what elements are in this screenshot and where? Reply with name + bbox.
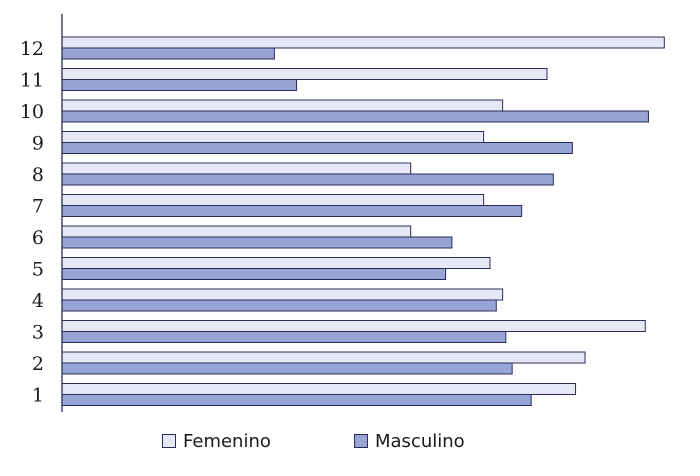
bar-masculino-5	[61, 268, 447, 280]
y-tick-label-2: 2	[32, 353, 44, 375]
bar-masculino-12	[61, 47, 275, 60]
bar-femenino-11	[61, 68, 548, 80]
bar-masculino-3	[61, 331, 507, 343]
y-tick-label-6: 6	[32, 227, 44, 249]
bar-femenino-3	[61, 320, 646, 332]
bar-masculino-7	[61, 205, 523, 217]
bar-masculino-10	[61, 110, 649, 123]
legend: Femenino Masculino	[0, 428, 700, 454]
y-tick-label-10: 10	[20, 101, 44, 123]
y-tick-label-11: 11	[20, 70, 44, 92]
bar-masculino-11	[61, 79, 298, 91]
y-tick-label-5: 5	[32, 259, 44, 281]
bar-femenino-6	[61, 225, 412, 238]
y-tick-label-3: 3	[32, 322, 44, 344]
bar-femenino-12	[61, 36, 665, 49]
legend-swatch-masculino	[354, 434, 368, 448]
y-tick-label-8: 8	[32, 164, 44, 186]
bar-masculino-6	[61, 236, 453, 249]
bar-femenino-9	[61, 131, 485, 143]
bar-masculino-9	[61, 142, 573, 154]
y-tick-label-12: 12	[20, 38, 44, 60]
bar-femenino-8	[61, 162, 412, 175]
y-tick-label-9: 9	[32, 133, 44, 155]
bar-femenino-5	[61, 257, 491, 269]
bar-masculino-1	[61, 394, 532, 406]
bar-femenino-4	[61, 288, 504, 301]
bar-masculino-4	[61, 299, 497, 312]
bar-masculino-2	[61, 362, 513, 375]
y-tick-label-1: 1	[32, 385, 44, 407]
legend-label-femenino: Femenino	[183, 430, 271, 452]
bar-femenino-7	[61, 194, 485, 206]
legend-item-femenino: Femenino	[162, 428, 271, 454]
bars-group	[61, 36, 665, 406]
legend-swatch-femenino	[162, 434, 176, 448]
bar-femenino-10	[61, 99, 504, 112]
bar-masculino-8	[61, 173, 554, 186]
y-tick-label-4: 4	[32, 290, 44, 312]
y-tick-label-7: 7	[32, 196, 44, 218]
bar-femenino-1	[61, 383, 577, 395]
legend-label-masculino: Masculino	[375, 430, 465, 452]
legend-item-masculino: Masculino	[354, 428, 465, 454]
bar-femenino-2	[61, 351, 586, 364]
